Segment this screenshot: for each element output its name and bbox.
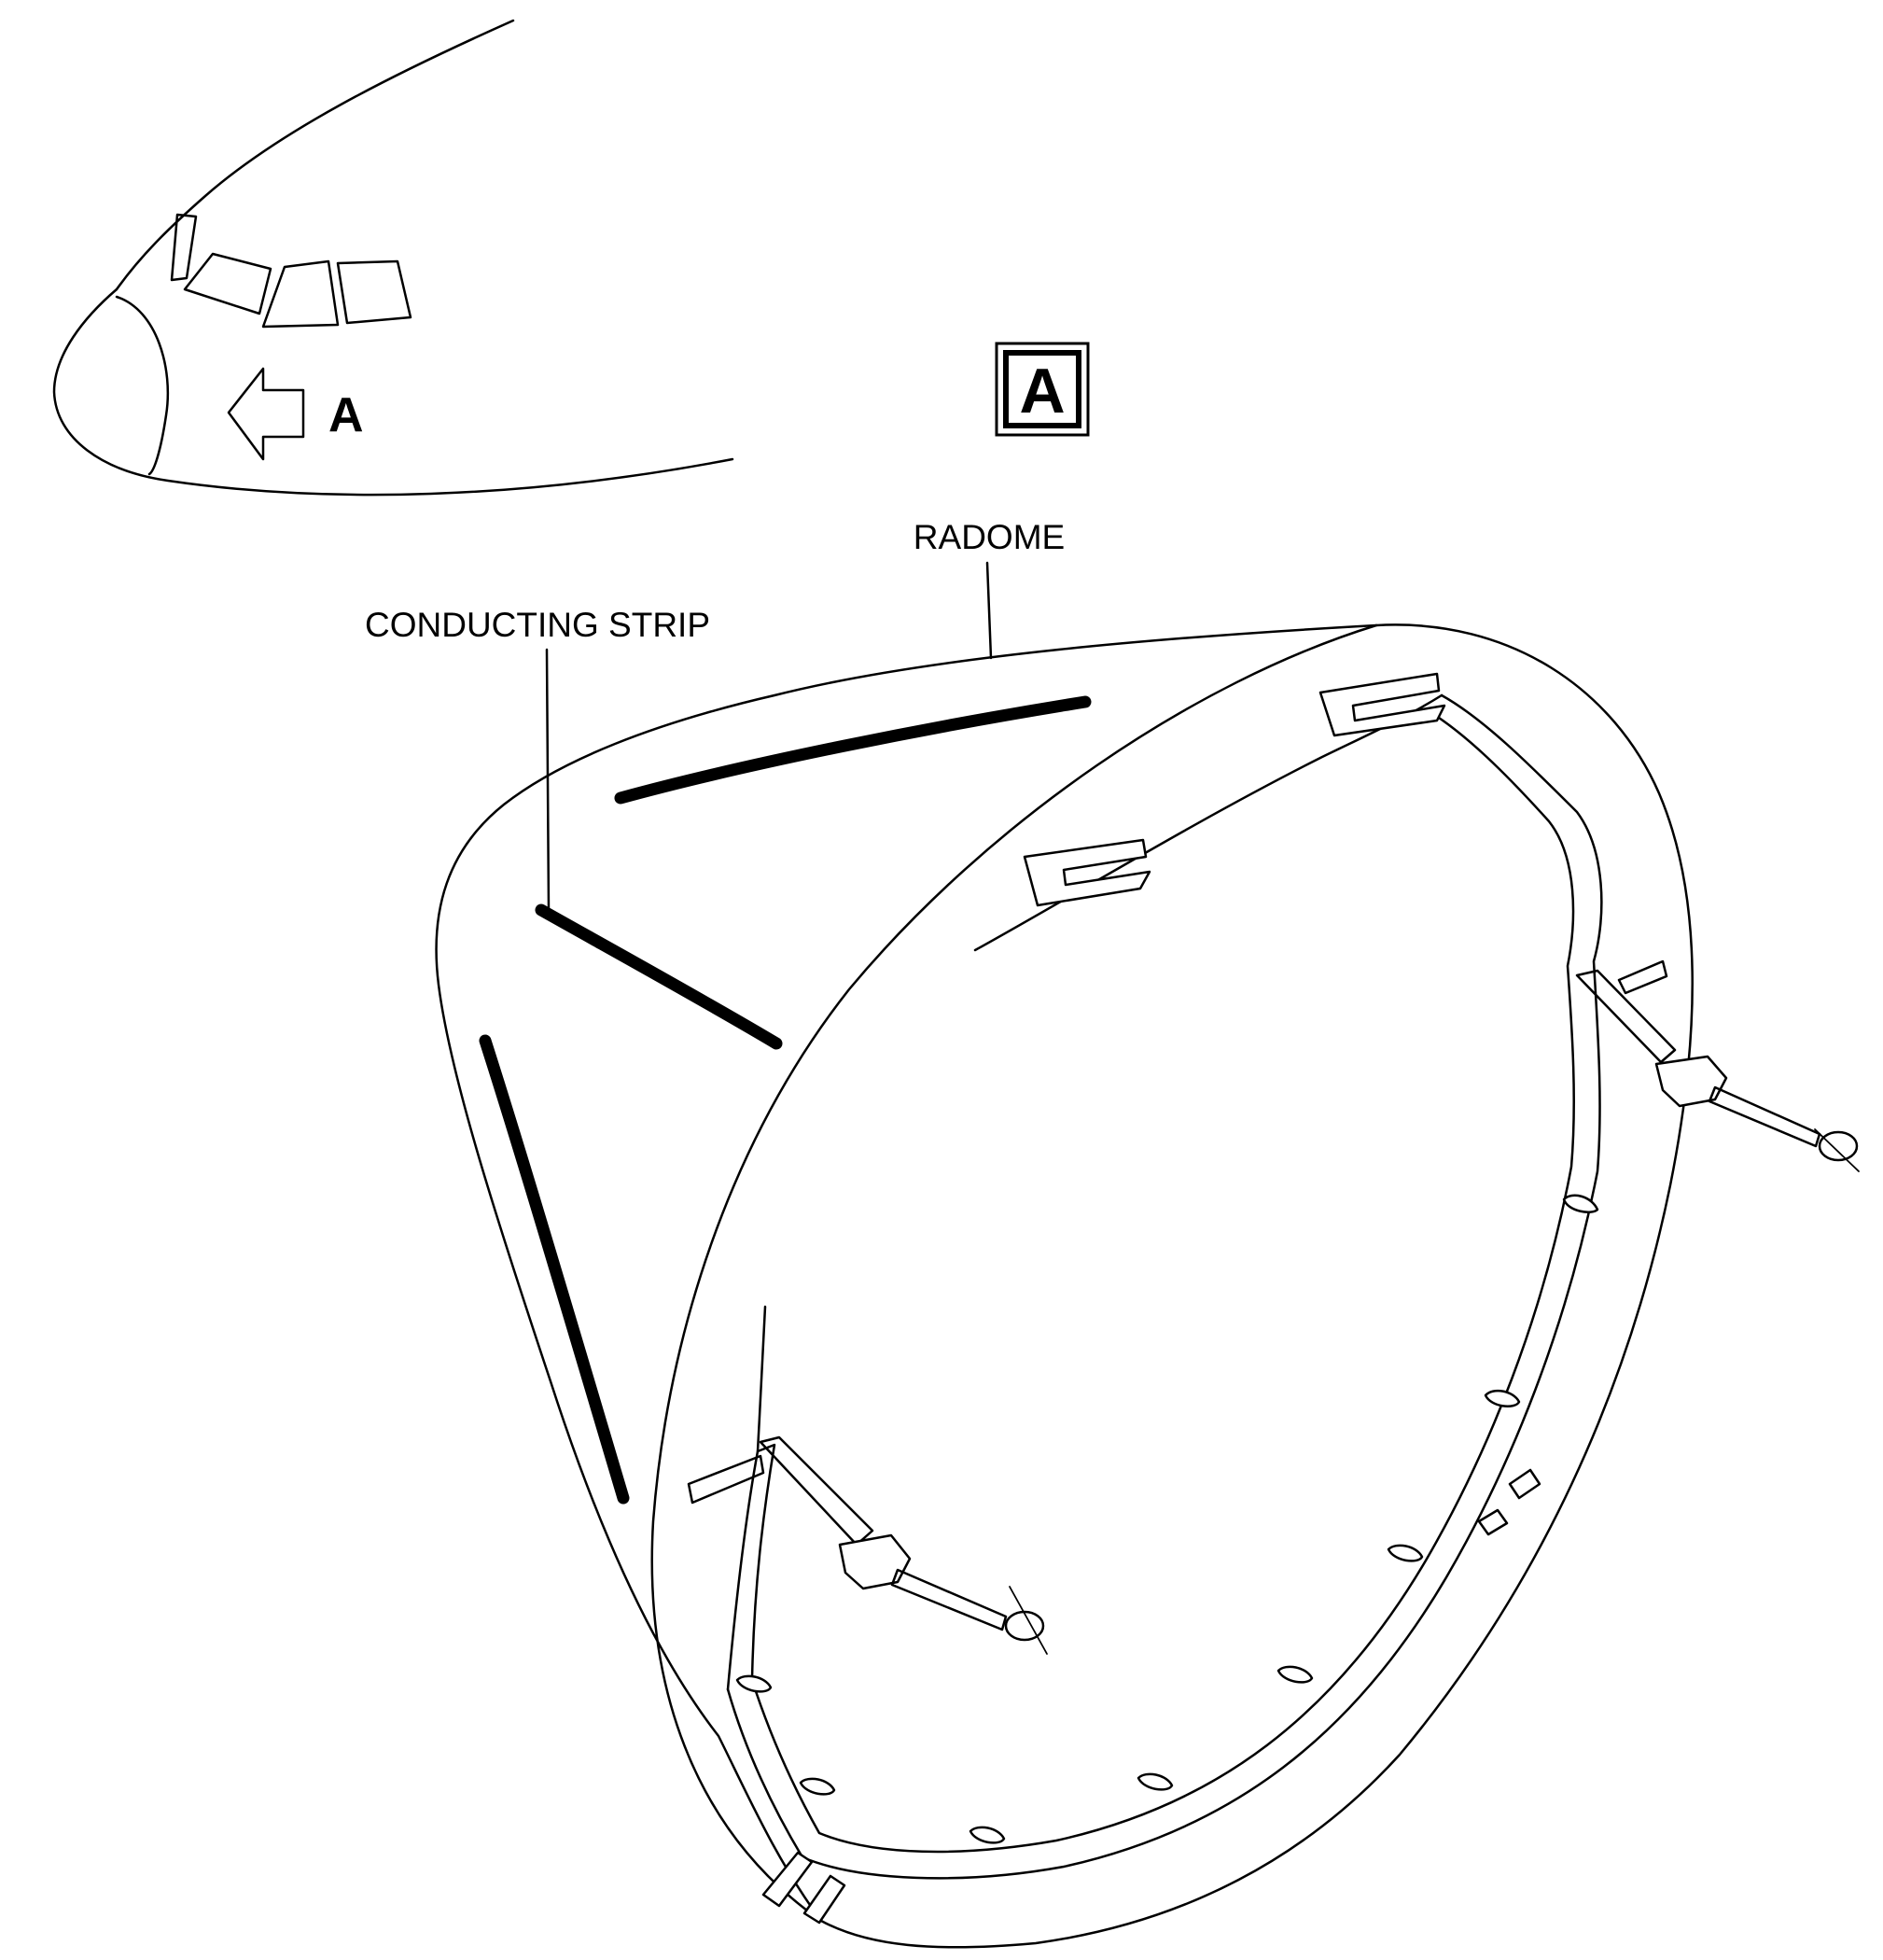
conducting-strip-top (614, 695, 1092, 805)
conducting-strip-leader (545, 648, 551, 912)
locating-pin (799, 1777, 836, 1796)
view-title-frame-outer (995, 342, 1090, 437)
conducting-strip-middle (535, 903, 783, 1050)
locating-pin (1137, 1772, 1174, 1791)
radome-flange-inner (650, 623, 1378, 1923)
latch-bracket-upper (1318, 672, 1446, 737)
hinge-arm-right-bracket (1654, 1055, 1728, 1108)
latch-bracket-lower (1023, 838, 1151, 907)
hinge-arm-left-post (759, 1435, 874, 1547)
cockpit-windows (170, 213, 412, 329)
view-title: A (995, 342, 1090, 437)
conducting-strips (479, 695, 1092, 1505)
flange-notches (761, 1468, 1541, 1925)
fuselage-nose-line (52, 287, 734, 497)
hinge-arm-right-rod (1708, 1085, 1821, 1148)
radome-label: RADOME (914, 518, 1065, 556)
inner-ring-inner-line (750, 707, 1575, 1854)
hinge-arm-left-axis (1009, 1586, 1048, 1655)
view-title-frame-inner (1003, 350, 1081, 428)
radome-flange-outer (819, 623, 1694, 1949)
hinge-arm-left (687, 1435, 1048, 1655)
radome-assembly (435, 623, 1860, 1949)
inner-ring-outer-line (726, 693, 1603, 1880)
hinge-arm-right-eye (1818, 1130, 1859, 1162)
left-ring-leg (726, 1443, 776, 1691)
cockpit-window-1 (183, 252, 272, 315)
hinge-arm-right-tab (1617, 959, 1668, 995)
locating-pin (1276, 1665, 1314, 1684)
view-title-letter: A (1019, 356, 1065, 427)
locating-pin (1387, 1544, 1424, 1562)
fuselage-top-line (115, 19, 515, 291)
flange-notch (1477, 1508, 1509, 1536)
view-reference-letter: A (328, 388, 364, 442)
conducting-strip-label: CONDUCTING STRIP (365, 606, 710, 644)
locating-pin (1484, 1389, 1521, 1407)
labels: RADOME CONDUCTING STRIP (365, 518, 1065, 912)
locating-pin (969, 1826, 1006, 1844)
hinge-arm-left-bracket (838, 1533, 912, 1590)
aircraft-nose-sketch: A (52, 19, 734, 497)
flange-notch (802, 1874, 846, 1925)
nose-radome-seam (115, 295, 170, 476)
hinge-arm-left-tab (687, 1454, 765, 1505)
ring-locating-pins (735, 1194, 1599, 1844)
cockpit-window-3 (336, 259, 412, 325)
hinge-arm-left-rod (890, 1568, 1008, 1631)
left-arrow-icon (227, 367, 305, 461)
radome-outer-shell (435, 623, 1378, 1923)
locating-pin (735, 1674, 773, 1693)
flange-notch (761, 1851, 814, 1908)
radome-leader (985, 561, 993, 660)
inner-wall-line (756, 1305, 767, 1453)
rim-brackets (1023, 672, 1446, 907)
hinge-arm-right-post (1575, 969, 1677, 1064)
cockpit-window-side (170, 213, 198, 282)
hinge-arm-right-axis (1814, 1128, 1860, 1172)
cockpit-window-2 (261, 259, 340, 329)
conducting-strip-lower (479, 1034, 630, 1505)
hinge-arm-right (1575, 959, 1860, 1172)
locating-pin (1562, 1194, 1599, 1213)
upper-inner-rim-line (973, 693, 1444, 952)
flange-notch (1508, 1468, 1541, 1500)
